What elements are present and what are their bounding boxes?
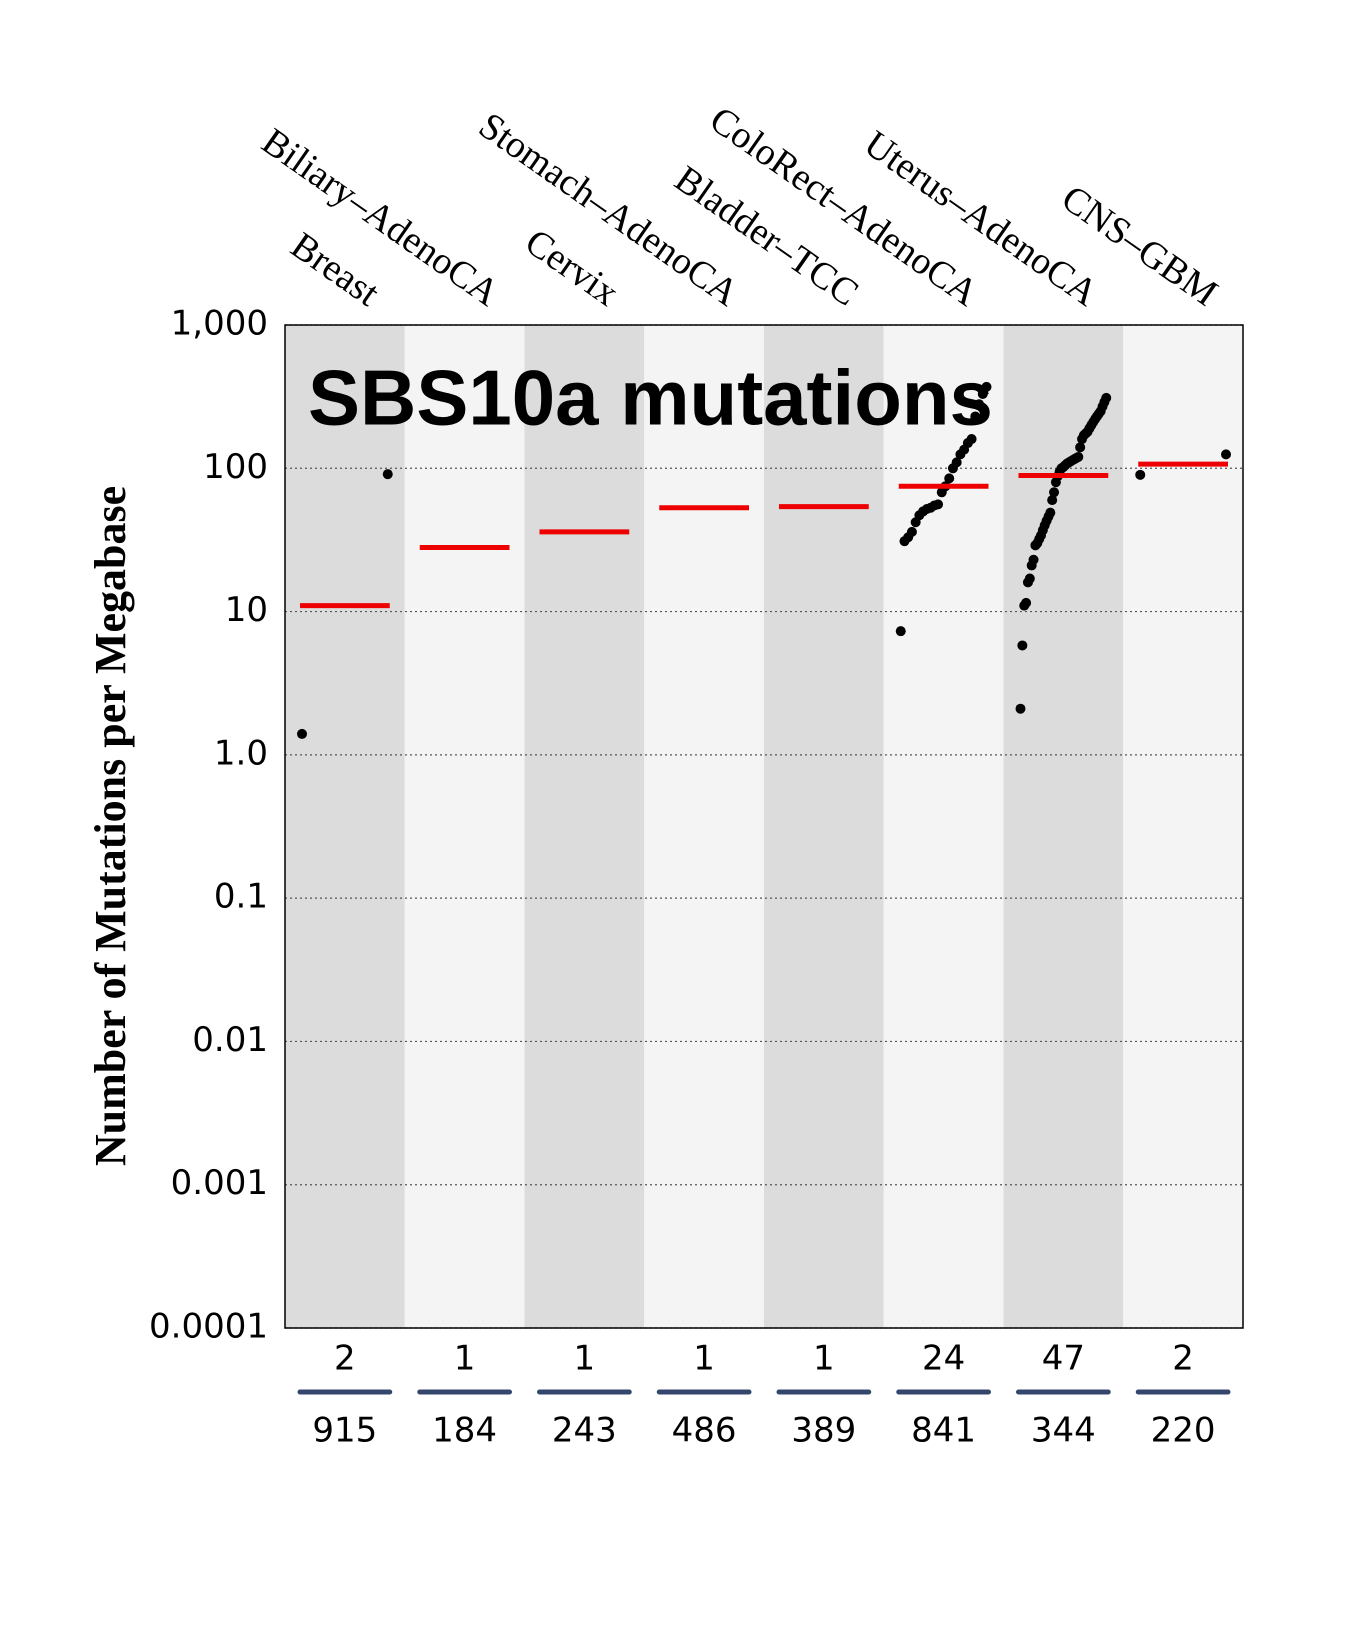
sample-dot (906, 526, 917, 537)
y-tick-label: 0.0001 (149, 1307, 268, 1347)
sample-dot (1045, 507, 1056, 518)
mutated-count: 1 (813, 1339, 835, 1379)
y-tick-label: 10 (225, 590, 268, 630)
sample-dot (1024, 573, 1035, 584)
sample-dot (944, 473, 955, 484)
stripe (1123, 325, 1243, 1328)
mutated-count: 24 (922, 1339, 965, 1379)
mutated-count: 1 (693, 1339, 715, 1379)
stripe (524, 325, 645, 1328)
sample-dot (1101, 392, 1112, 403)
sample-dot (933, 499, 944, 510)
sample-dot (1073, 451, 1084, 462)
total-count: 841 (911, 1411, 976, 1451)
mutated-count: 1 (454, 1339, 476, 1379)
total-count: 486 (672, 1411, 737, 1451)
sample-dot (1135, 469, 1146, 480)
category-label: Breast (283, 224, 387, 314)
total-count: 220 (1151, 1411, 1216, 1451)
sample-dot (966, 434, 977, 445)
mutated-count: 47 (1042, 1339, 1085, 1379)
y-tick-label: 1.0 (214, 733, 268, 773)
stripe (285, 325, 405, 1328)
chart-title: SBS10a mutations (308, 354, 993, 442)
total-count: 243 (552, 1411, 617, 1451)
y-tick-label: 0.01 (192, 1020, 268, 1060)
sample-dot (981, 381, 992, 392)
stripe (764, 325, 884, 1328)
mutated-count: 2 (1172, 1339, 1194, 1379)
sample-dot (1047, 495, 1058, 506)
sample-dot (1028, 554, 1039, 565)
sample-dot (951, 457, 962, 468)
total-count: 389 (791, 1411, 856, 1451)
sample-dot (1221, 449, 1231, 460)
mutated-count: 2 (334, 1339, 356, 1379)
stripe (883, 325, 1004, 1328)
sample-dot (1021, 597, 1032, 608)
sample-dot (1015, 703, 1026, 714)
mutated-count: 1 (574, 1339, 596, 1379)
stripe (644, 325, 764, 1328)
sample-dot (382, 469, 393, 480)
plot-frame (284, 324, 1244, 1329)
y-tick-label: 0.1 (214, 877, 268, 917)
y-tick-label: 0.001 (171, 1163, 268, 1203)
y-tick-label: 100 (203, 447, 268, 487)
sample-dot (1049, 487, 1060, 498)
total-count: 344 (1031, 1411, 1096, 1451)
y-axis-label: Number of Mutations per Megabase (86, 486, 135, 1166)
sample-dot (970, 411, 981, 422)
stripe (1003, 325, 1124, 1328)
sample-dot (974, 399, 985, 410)
stripe (404, 325, 525, 1328)
sample-dot (297, 728, 307, 739)
y-tick-label: 1,000 (171, 304, 268, 344)
sample-dot (1017, 640, 1028, 651)
total-count: 915 (312, 1411, 377, 1451)
total-count: 184 (432, 1411, 497, 1451)
sample-dot (895, 626, 906, 637)
sample-dot (1075, 442, 1086, 453)
